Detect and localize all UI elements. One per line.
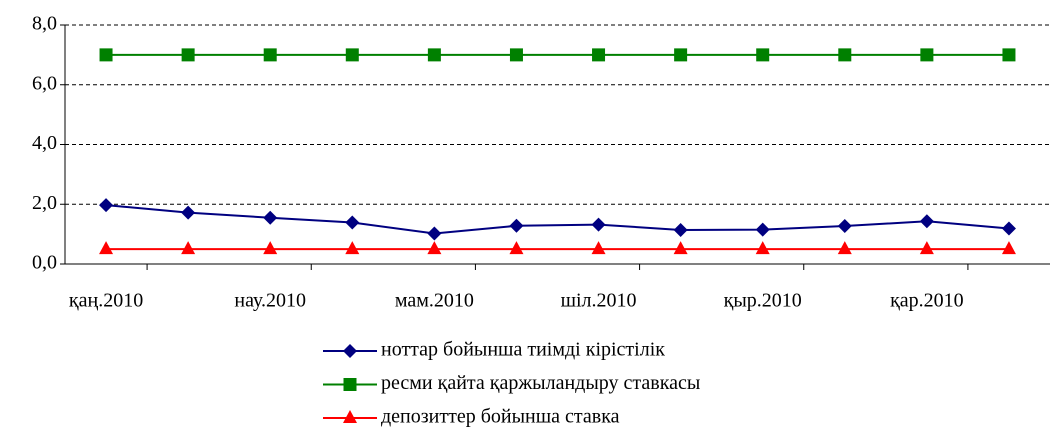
marker	[592, 48, 606, 62]
marker	[756, 48, 770, 62]
marker	[427, 48, 441, 62]
marker	[99, 241, 114, 255]
marker	[591, 241, 606, 255]
marker	[181, 205, 196, 220]
marker	[673, 241, 688, 255]
y-tick-label: 0,0	[32, 252, 57, 274]
marker	[345, 241, 360, 255]
marker	[673, 222, 688, 237]
marker	[263, 48, 277, 62]
marker	[343, 378, 357, 391]
marker	[1001, 241, 1016, 255]
x-tick-label: мам.2010	[395, 290, 474, 312]
marker	[1002, 48, 1016, 62]
marker	[919, 214, 934, 229]
marker	[427, 226, 442, 241]
marker	[345, 215, 360, 230]
marker	[181, 48, 195, 62]
marker	[99, 48, 113, 62]
marker	[509, 218, 524, 233]
marker	[343, 344, 357, 358]
marker	[838, 48, 852, 62]
marker	[837, 241, 852, 255]
y-tick-label: 2,0	[32, 192, 57, 214]
marker	[674, 48, 688, 62]
y-tick-label: 4,0	[32, 132, 57, 154]
x-tick-label: шіл.2010	[561, 290, 637, 312]
x-tick-label: нау.2010	[234, 290, 306, 312]
marker	[837, 219, 852, 234]
marker	[181, 241, 196, 255]
series-line	[105, 204, 1010, 235]
legend-label: депозиттер бойынша ставка	[381, 406, 620, 428]
x-tick-label: қаң.2010	[69, 290, 143, 312]
marker	[755, 222, 770, 237]
marker	[345, 48, 359, 62]
x-tick-label: қыр.2010	[724, 290, 802, 312]
marker	[263, 210, 278, 225]
marker	[263, 241, 278, 255]
marker	[509, 48, 523, 62]
marker	[919, 241, 934, 255]
y-tick-label: 6,0	[32, 72, 57, 94]
marker	[427, 241, 442, 255]
marker	[591, 217, 606, 232]
marker	[920, 48, 934, 62]
x-tick-label: қар.2010	[890, 290, 964, 312]
marker	[99, 198, 114, 213]
y-tick-label: 8,0	[32, 13, 57, 35]
legend-label: ресми қайта қаржыландыру ставкасы	[381, 372, 700, 394]
marker	[755, 241, 770, 255]
marker	[343, 410, 357, 423]
marker	[509, 241, 524, 255]
marker	[1001, 221, 1016, 236]
legend-label: ноттар бойынша тиімді кірістілік	[381, 339, 665, 361]
